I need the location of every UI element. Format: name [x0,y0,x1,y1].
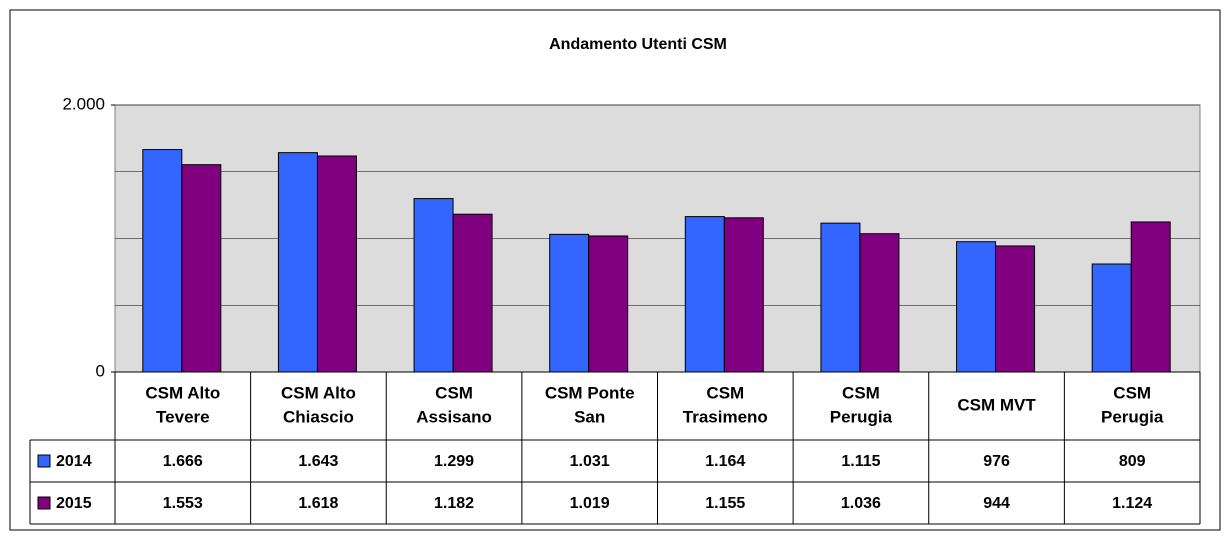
y-tick-label: 0 [96,361,105,380]
legend-key [37,454,51,468]
data-label: 1.019 [570,495,610,512]
data-label: 1.643 [298,453,338,470]
x-tick-label: Trasimeno [683,407,768,426]
x-tick-label: CSM Ponte [545,383,635,402]
data-label: 1.182 [434,495,474,512]
bar [588,235,629,373]
chart-title: Andamento Utenti CSM [549,36,727,53]
data-label: 1.124 [1112,495,1152,512]
bar [684,216,725,373]
x-tick-label: Perugia [1101,407,1164,426]
data-label: 1.164 [705,453,745,470]
data-label: 1.031 [570,453,610,470]
x-tick-label: Chiascio [283,407,354,426]
x-tick-label: CSM Alto [145,383,220,402]
bar [181,164,222,373]
x-tick-label: CSM MVT [957,395,1036,414]
data-label: 1.299 [434,453,474,470]
data-label: 976 [983,453,1010,470]
bar [723,217,764,373]
data-label: 1.553 [163,495,203,512]
x-tick-label: Tevere [156,407,210,426]
bar [956,241,997,373]
data-label: 1.115 [841,453,880,470]
y-tick-label: 2.000 [62,94,105,113]
data-label: 1.155 [705,495,745,512]
x-tick-label: CSM [1113,383,1151,402]
bar [452,213,493,373]
legend-label: 2014 [56,453,92,470]
bar [142,149,183,373]
x-tick-label: San [574,407,605,426]
bar [316,155,357,373]
legend-key [37,496,51,510]
x-tick-label: CSM [706,383,744,402]
bar [995,245,1036,373]
data-label: 809 [1119,453,1146,470]
x-tick-label: Perugia [830,407,893,426]
x-tick-label: CSM Alto [281,383,356,402]
bar [277,152,318,373]
bar [413,198,454,373]
data-label: 1.036 [841,495,881,512]
data-label: 944 [983,495,1010,512]
data-label: 1.666 [163,453,203,470]
bar [1130,221,1171,373]
bar [1091,263,1132,373]
x-tick-label: Assisano [416,407,492,426]
bar [859,233,900,373]
x-tick-label: CSM [435,383,473,402]
bar [820,222,861,373]
x-tick-label: CSM [842,383,880,402]
data-label: 1.618 [298,495,338,512]
bar [549,233,590,373]
legend-label: 2015 [56,495,92,512]
